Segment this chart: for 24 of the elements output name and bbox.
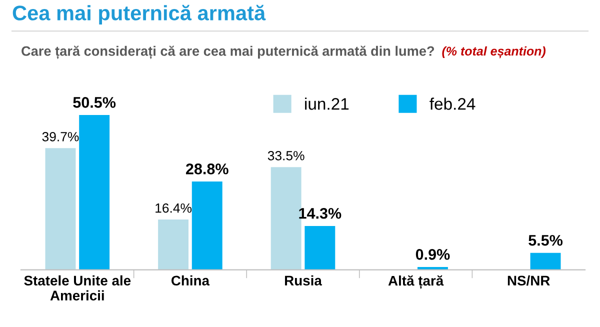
chart-title: Cea mai puternică armată <box>12 4 266 25</box>
legend-label: feb.24 <box>430 98 476 110</box>
x-tick-label: Rusia <box>285 275 322 286</box>
data-label: 50.5% <box>73 97 116 108</box>
chart-subtitle: Care țară considerați că are cea mai puternică armată din lume? <box>22 46 434 59</box>
legend-label: iun.21 <box>305 98 349 110</box>
data-label: 14.3% <box>299 208 342 219</box>
x-tick-label: NS/NR <box>508 275 550 286</box>
x-tick-label: Statele Unite ale Americii <box>24 275 131 300</box>
data-label: 28.8% <box>186 164 228 174</box>
bar <box>79 115 110 270</box>
bar <box>530 252 561 270</box>
bar <box>192 182 222 270</box>
data-label: 0.9% <box>416 249 450 260</box>
x-tick-label: Altă țară <box>388 275 444 289</box>
bar <box>158 220 189 270</box>
x-tick-label: China <box>171 275 210 286</box>
data-label: 16.4% <box>156 203 192 213</box>
data-label: 39.7% <box>42 132 79 142</box>
bar <box>304 226 336 270</box>
data-label: 5.5% <box>528 234 563 246</box>
data-label: 33.5% <box>268 151 304 160</box>
text: (% total eșantion) <box>442 46 546 58</box>
bar <box>45 148 76 270</box>
